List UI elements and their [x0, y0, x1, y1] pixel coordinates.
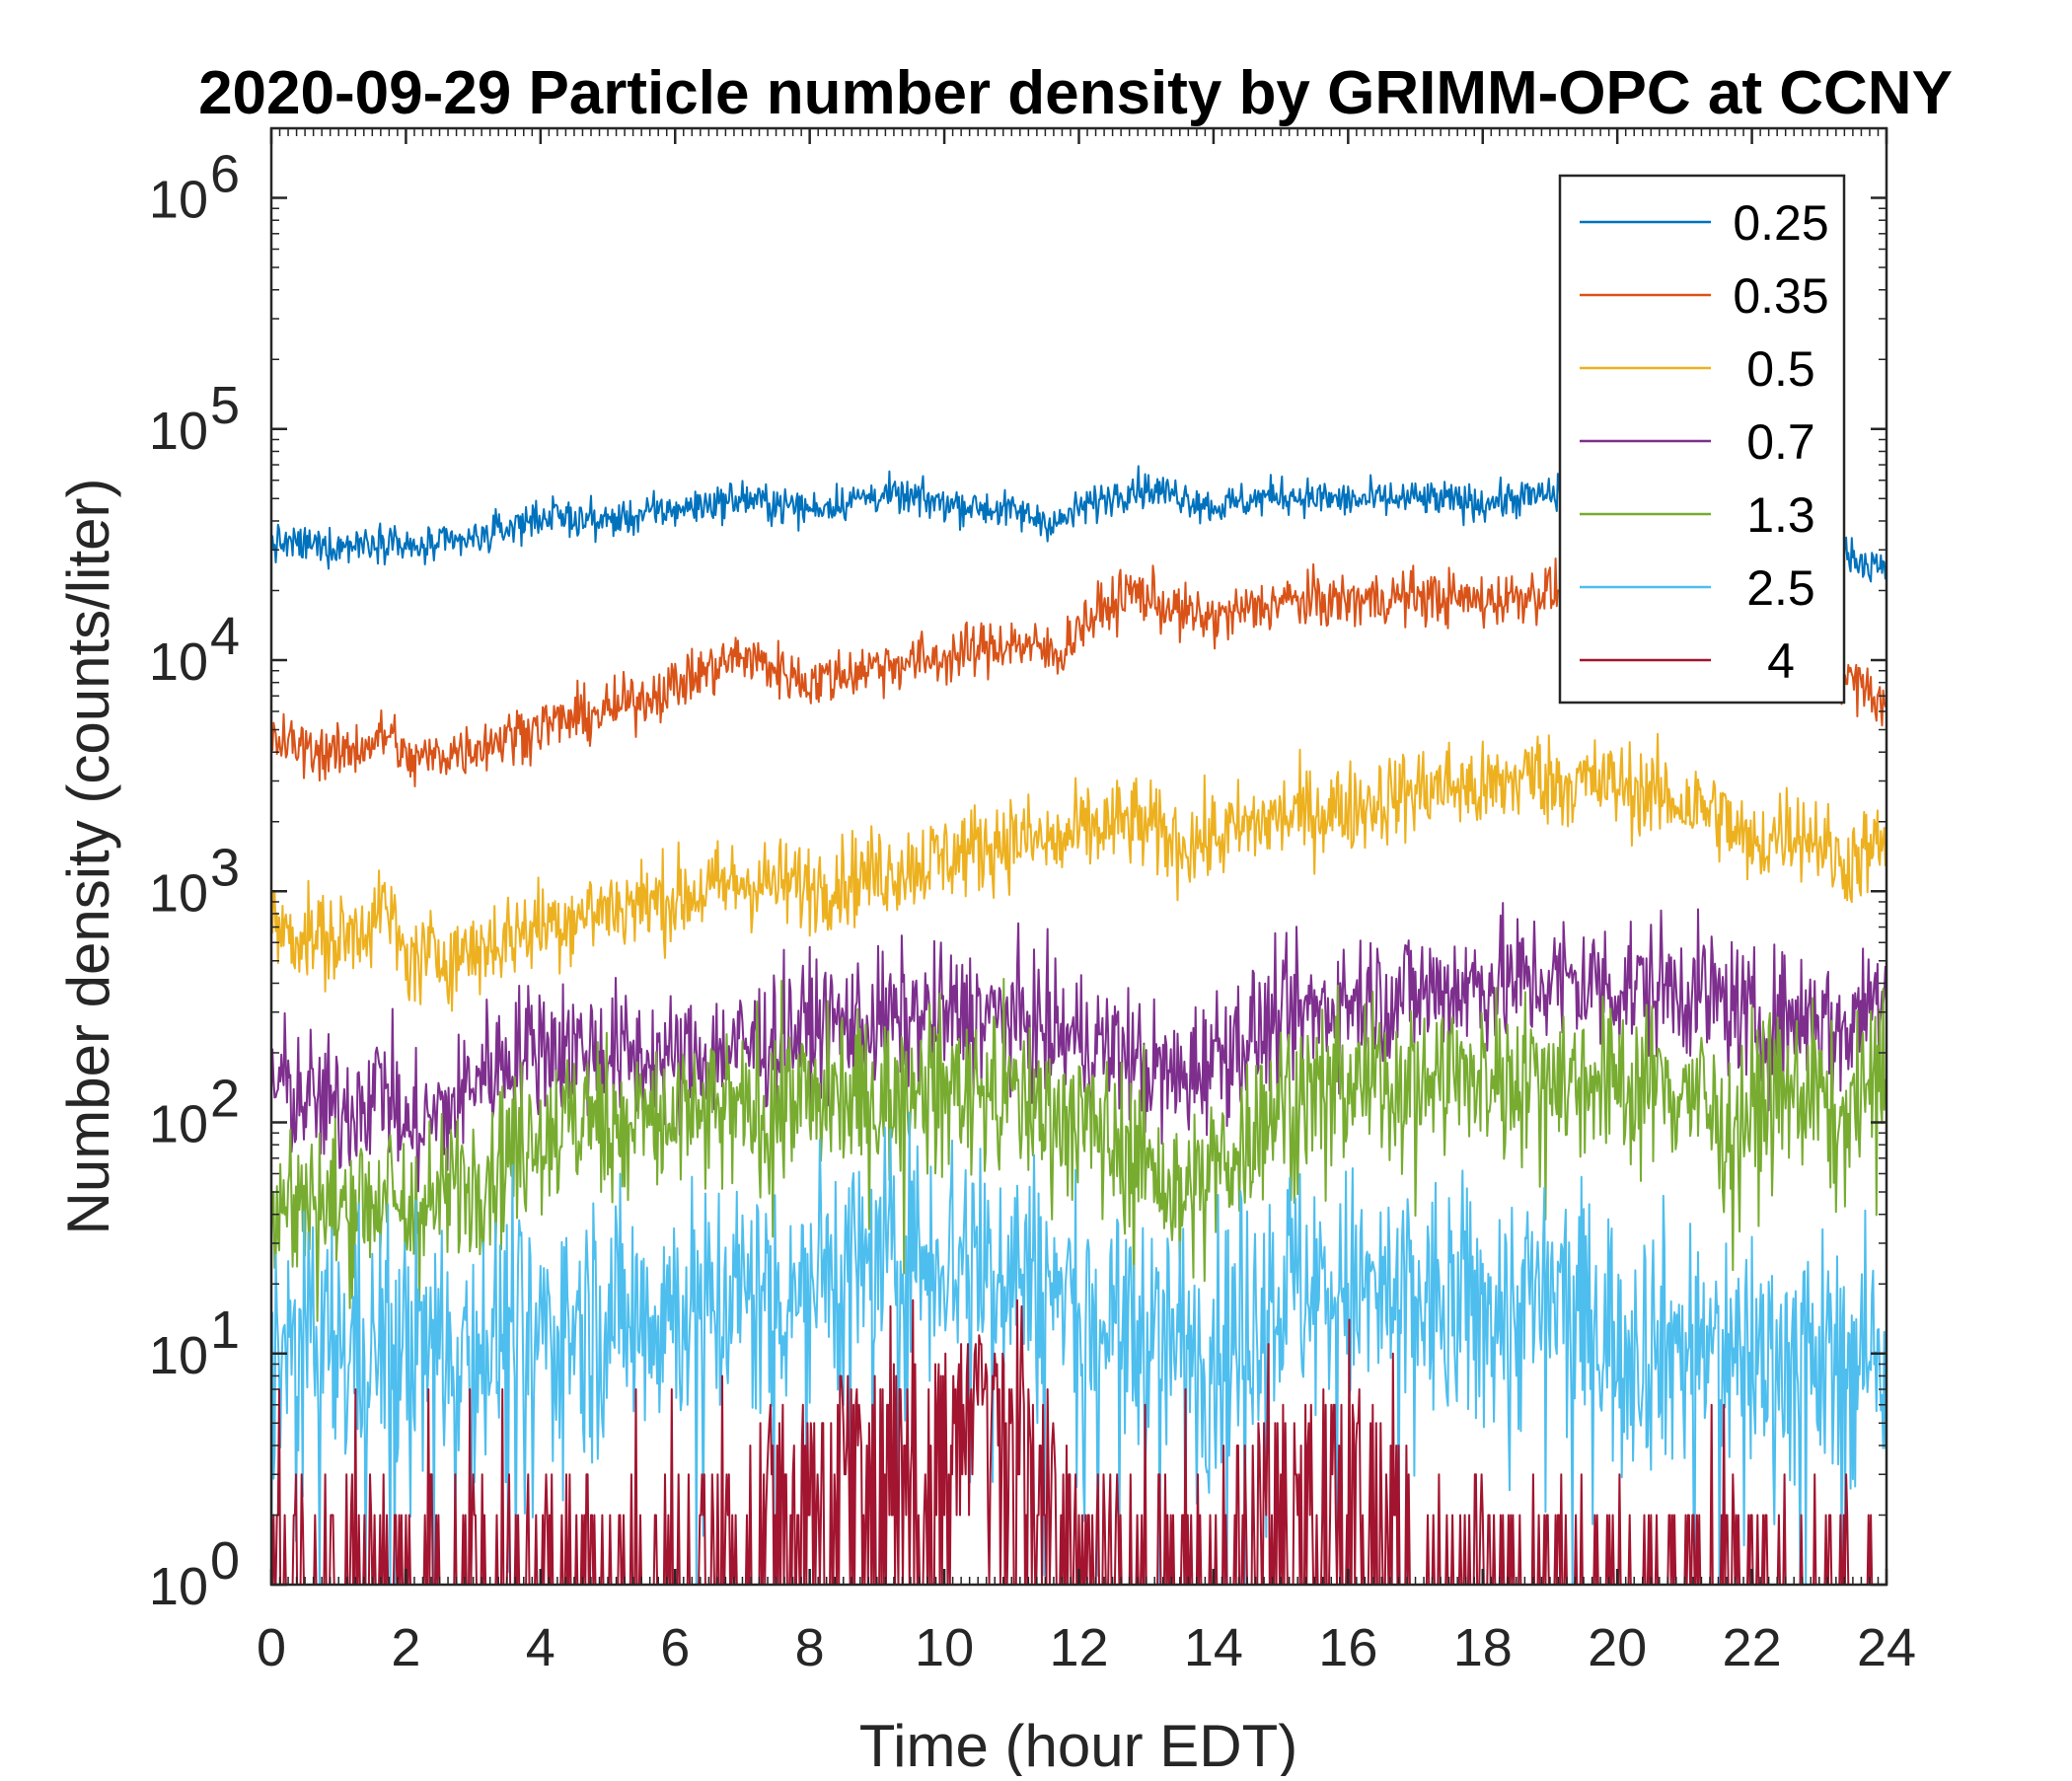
series-layer: [271, 465, 1887, 1585]
y-tick-exponent: 2: [210, 1070, 240, 1129]
x-tick-label: 10: [915, 1618, 974, 1677]
y-axis-label: Number density (counts/liter): [55, 479, 121, 1235]
y-tick-label: 10: [149, 402, 208, 461]
x-tick-labels: 0 2 4 6 8 10 12 14 16 18 20 22 24: [257, 1618, 1916, 1677]
y-tick-exponent: 3: [210, 838, 240, 897]
x-tick-label: 16: [1318, 1618, 1377, 1677]
y-tick-exponent: 6: [210, 145, 240, 204]
x-tick-label: 18: [1453, 1618, 1513, 1677]
y-tick-label: 10: [149, 1095, 208, 1154]
legend-label-0.35: 0.35: [1733, 268, 1828, 324]
series-line-1.3: [271, 978, 1887, 1322]
x-tick-label: 8: [795, 1618, 825, 1677]
x-tick-label: 4: [526, 1618, 555, 1677]
y-tick-exponent: 5: [210, 376, 240, 435]
x-tick-label: 0: [257, 1618, 286, 1677]
x-tick-label: 20: [1588, 1618, 1647, 1677]
x-tick-label: 2: [391, 1618, 420, 1677]
x-tick-label: 6: [660, 1618, 690, 1677]
y-tick-label: 10: [149, 171, 208, 230]
legend-box: [1558, 174, 1846, 705]
legend-label-0.5: 0.5: [1746, 341, 1815, 397]
x-tick-label: 24: [1857, 1618, 1916, 1677]
y-tick-exponent: 0: [210, 1531, 240, 1591]
legend-label-1.3: 1.3: [1746, 487, 1815, 543]
y-tick-label: 10: [149, 863, 208, 923]
legend-label-0.25: 0.25: [1733, 195, 1828, 251]
x-tick-label: 12: [1049, 1618, 1108, 1677]
x-tick-label: 14: [1184, 1618, 1243, 1677]
series-line-2.5: [271, 1111, 1887, 1585]
legend-label-2.5: 2.5: [1746, 560, 1815, 616]
series-line-0.5: [271, 732, 1887, 1012]
legend-label-0.7: 0.7: [1746, 414, 1815, 470]
x-tick-label: 22: [1723, 1618, 1782, 1677]
x-axis-label: Time (hour EDT): [859, 1713, 1298, 1776]
y-tick-label: 10: [149, 1557, 208, 1616]
y-tick-exponent: 4: [210, 607, 240, 666]
series-line-4: [271, 1299, 1886, 1585]
series-line-0.7: [271, 902, 1887, 1193]
y-tick-label: 10: [149, 1326, 208, 1385]
ticks-layer: [269, 127, 1888, 1587]
y-tick-exponent: 1: [210, 1300, 240, 1360]
chart-title: 2020-09-29 Particle number density by GR…: [198, 59, 1953, 127]
legend: 0.25 0.35 0.5 0.7 1.3 2.5 4: [1558, 174, 1846, 705]
y-tick-label: 10: [149, 632, 208, 692]
legend-label-4: 4: [1767, 633, 1795, 689]
